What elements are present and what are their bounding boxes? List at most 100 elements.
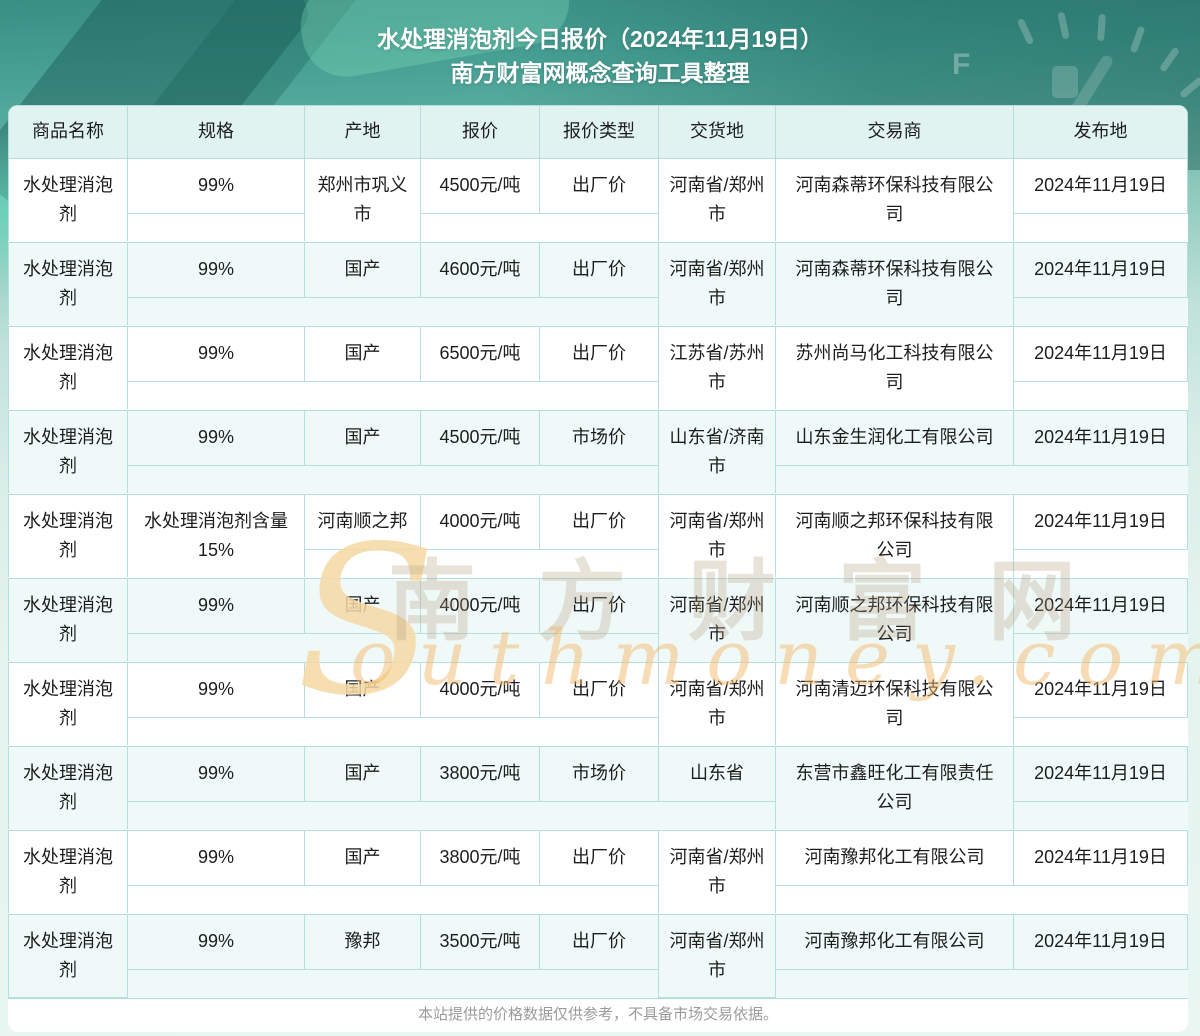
cell: 东营市鑫旺化工有限责任 公司: [775, 747, 1014, 829]
cell: 2024年11月19日: [1013, 411, 1188, 466]
cell: 水处理消泡 剂: [8, 579, 128, 661]
cell: 99%: [127, 663, 305, 718]
page-subtitle: 南方财富网概念查询工具整理: [450, 60, 750, 86]
table-row: 水处理消泡 剂 99% 国产 3800元/吨 市场价 山东省 东营市鑫旺化工有限责任 公司 2…: [8, 746, 1188, 830]
cell: 国产: [304, 663, 421, 718]
cell: 国产: [304, 831, 421, 886]
fuel-pump-icon: [1052, 66, 1078, 98]
price-table: 商品名称 规格 产地 报价 报价类型 交货地 交易商 发布地 水处理消泡 剂 99% 郑州市巩义 …: [8, 105, 1188, 1032]
cell: 河南省/郑州 市: [658, 159, 776, 241]
cell: 水处理消泡 剂: [8, 243, 128, 325]
cell: 国产: [304, 579, 421, 634]
page-title: 水处理消泡剂今日报价（2024年11月19日）: [376, 26, 824, 52]
cell: 河南森蒂环保科技有限公 司: [775, 159, 1014, 241]
cell: 2024年11月19日: [1013, 747, 1188, 802]
cell: 4500元/吨: [420, 159, 540, 214]
cell: 2024年11月19日: [1013, 579, 1188, 634]
cell: 出厂价: [539, 915, 659, 970]
cell: 水处理消泡 剂: [8, 411, 128, 493]
cell: 豫邦: [304, 915, 421, 970]
cell: 江苏省/苏州 市: [658, 327, 776, 409]
cell: 河南省/郑州 市: [658, 579, 776, 661]
cell: 河南顺之邦: [304, 495, 421, 550]
cell: 水处理消泡 剂: [8, 831, 128, 913]
table-row: 水处理消泡 剂 99% 国产 4500元/吨 市场价 山东省/济南 市山东金生润化工有限公…: [8, 410, 1188, 494]
cell: 水处理消泡 剂: [8, 327, 128, 409]
cell: 国产: [304, 327, 421, 382]
cell: 2024年11月19日: [1013, 915, 1188, 970]
cell: 市场价: [539, 411, 659, 466]
cell: 河南豫邦化工有限公司: [775, 915, 1014, 970]
cell: 河南清迈环保科技有限公 司: [775, 663, 1014, 745]
cell: 河南豫邦化工有限公司: [775, 831, 1014, 886]
cell: 水处理消泡 剂: [8, 915, 128, 998]
cell: 市场价: [539, 747, 659, 802]
cell: 河南顺之邦环保科技有限 公司: [775, 495, 1014, 577]
cell: 河南顺之邦环保科技有限 公司: [775, 579, 1014, 661]
cell: 河南省/郑州 市: [658, 495, 776, 577]
cell: 出厂价: [539, 831, 659, 886]
column-header: 产地: [304, 105, 421, 158]
cell: 出厂价: [539, 663, 659, 718]
column-header: 报价类型: [539, 105, 659, 158]
cell: 3800元/吨: [420, 831, 540, 886]
column-header: 商品名称: [8, 105, 128, 158]
cell: 99%: [127, 915, 305, 970]
table-row: 水处理消泡 剂水处理消泡剂含量 15% 河南顺之邦 4000元/吨 出厂价 河南省/郑州…: [8, 494, 1188, 578]
cell: 河南森蒂环保科技有限公 司: [775, 243, 1014, 325]
column-header: 发布地: [1013, 105, 1188, 158]
cell: 4000元/吨: [420, 579, 540, 634]
cell: 2024年11月19日: [1013, 831, 1188, 886]
cell: 河南省/郑州 市: [658, 243, 776, 325]
cell: 3800元/吨: [420, 747, 540, 802]
cell: 99%: [127, 747, 305, 802]
cell: 4600元/吨: [420, 243, 540, 298]
cell: 2024年11月19日: [1013, 327, 1188, 382]
cell: 99%: [127, 243, 305, 298]
cell: 郑州市巩义 市: [304, 159, 421, 241]
table-row: 水处理消泡 剂 99% 国产 4000元/吨 出厂价 河南省/郑州 市河南顺之邦环保科技有…: [8, 578, 1188, 662]
cell: 3500元/吨: [420, 915, 540, 970]
cell: 水处理消泡 剂: [8, 159, 128, 241]
cell: 99%: [127, 579, 305, 634]
cell: 河南省/郑州 市: [658, 831, 776, 913]
cell: 4500元/吨: [420, 411, 540, 466]
cell: 2024年11月19日: [1013, 663, 1188, 718]
table-header-row: 商品名称 规格 产地 报价 报价类型 交货地 交易商 发布地: [8, 105, 1188, 158]
cell: 99%: [127, 327, 305, 382]
table-body: 水处理消泡 剂 99% 郑州市巩义 市 4500元/吨 出厂价 河南省/郑州 市河南森蒂环…: [8, 158, 1188, 998]
page-header: 水处理消泡剂今日报价（2024年11月19日） 南方财富网概念查询工具整理: [0, 22, 1200, 90]
cell: 4000元/吨: [420, 495, 540, 550]
disclaimer-text: 本站提供的价格数据仅供参考，不具备市场交易依据。: [417, 1006, 778, 1023]
column-header: 交货地: [658, 105, 776, 158]
disclaimer-bar: 本站提供的价格数据仅供参考，不具备市场交易依据。: [8, 998, 1188, 1032]
cell: 国产: [304, 411, 421, 466]
cell: 出厂价: [539, 243, 659, 298]
table-row: 水处理消泡 剂 99% 国产 6500元/吨 出厂价 江苏省/苏州 市苏州尚马化工科技有限…: [8, 326, 1188, 410]
cell: 山东省: [658, 747, 776, 802]
cell: 山东金生润化工有限公司: [775, 411, 1014, 466]
cell: 2024年11月19日: [1013, 159, 1188, 214]
table-row: 水处理消泡 剂 99% 郑州市巩义 市 4500元/吨 出厂价 河南省/郑州 市河南森蒂环…: [8, 158, 1188, 242]
table-row: 水处理消泡 剂 99% 国产 4000元/吨 出厂价 河南省/郑州 市河南清迈环保科技有限…: [8, 662, 1188, 746]
cell: 山东省/济南 市: [658, 411, 776, 493]
cell: 出厂价: [539, 495, 659, 550]
cell: 河南省/郑州 市: [658, 663, 776, 745]
cell: 99%: [127, 411, 305, 466]
cell: 水处理消泡 剂: [8, 747, 128, 829]
cell: 国产: [304, 747, 421, 802]
cell: 4000元/吨: [420, 663, 540, 718]
cell: 河南省/郑州 市: [658, 915, 776, 998]
cell: 苏州尚马化工科技有限公 司: [775, 327, 1014, 409]
cell: 99%: [127, 159, 305, 214]
cell: 水处理消泡 剂: [8, 495, 128, 577]
cell: 99%: [127, 831, 305, 886]
cell: 国产: [304, 243, 421, 298]
table-row: 水处理消泡 剂 99% 豫邦 3500元/吨 出厂价 河南省/郑州 市河南豫邦化工有限公司…: [8, 914, 1188, 998]
column-header: 报价: [420, 105, 540, 158]
cell: 6500元/吨: [420, 327, 540, 382]
table-row: 水处理消泡 剂 99% 国产 3800元/吨 出厂价 河南省/郑州 市河南豫邦化工有限公司…: [8, 830, 1188, 914]
column-header: 规格: [127, 105, 305, 158]
cell: 出厂价: [539, 579, 659, 634]
cell: 2024年11月19日: [1013, 243, 1188, 298]
